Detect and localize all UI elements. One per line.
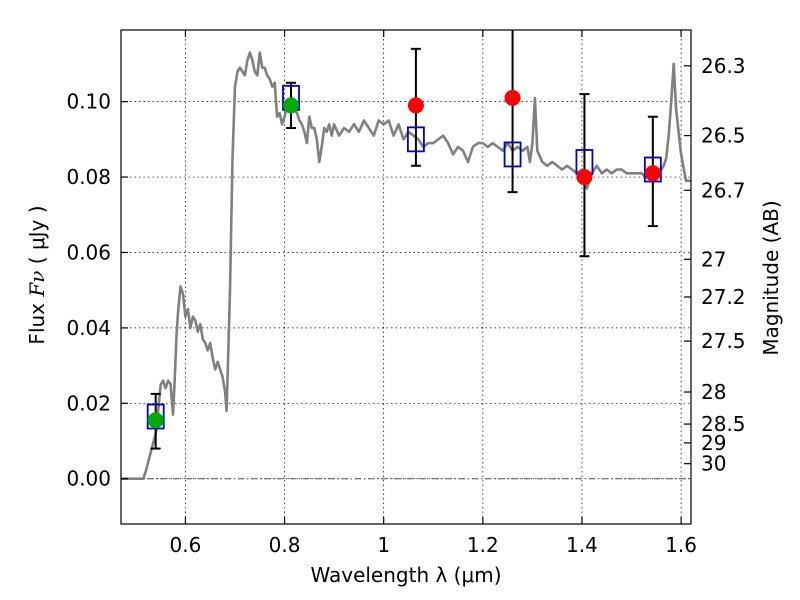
y-axis-label: Flux Fν ( μJy ) bbox=[25, 205, 49, 344]
x-tick-label: 1.6 bbox=[665, 533, 697, 557]
right-tick-label: 26.5 bbox=[701, 124, 746, 148]
right-tick-label: 29 bbox=[701, 431, 726, 455]
right-axis-label: Magnitude (AB) bbox=[759, 200, 783, 355]
detection-point bbox=[283, 97, 300, 114]
right-tick-label: 27 bbox=[701, 247, 726, 271]
y-axis-label-symbol: Fν bbox=[25, 271, 49, 298]
model-photometry-square bbox=[503, 141, 522, 168]
y-axis-label-unit: ( μJy ) bbox=[25, 205, 49, 270]
measurement-point bbox=[644, 165, 661, 182]
right-tick-label: 28 bbox=[701, 380, 726, 404]
grid bbox=[121, 30, 691, 524]
model-photometry-square bbox=[643, 156, 662, 183]
right-tick-label: 27.2 bbox=[701, 285, 746, 309]
axis-ticks: 0.6 0.8 1 1.2 1.4 1.6 0.00 0.02 0.04 0.06 0.08 0.10… bbox=[66, 30, 746, 557]
x-tick-label: 1.2 bbox=[467, 533, 499, 557]
y-axis-label-prefix: Flux bbox=[25, 297, 49, 345]
x-tick-label: 0.6 bbox=[170, 533, 202, 557]
model-photometry-square bbox=[146, 403, 165, 430]
detection-point bbox=[147, 412, 164, 429]
y-tick-label: 0.02 bbox=[66, 391, 111, 415]
right-tick-label: 27.5 bbox=[701, 329, 746, 353]
model-photometry-square bbox=[407, 126, 425, 153]
x-tick-label: 1 bbox=[377, 533, 390, 557]
x-axis-label: Wavelength λ (μm) bbox=[310, 563, 501, 587]
measurement-point bbox=[504, 89, 521, 106]
right-tick-label: 30 bbox=[701, 452, 726, 476]
y-tick-label: 0.04 bbox=[66, 316, 111, 340]
x-tick-label: 1.4 bbox=[566, 533, 598, 557]
data-points bbox=[146, 84, 662, 430]
measurement-point bbox=[407, 97, 424, 114]
plot-frame bbox=[120, 29, 692, 525]
y-tick-label: 0.10 bbox=[66, 90, 111, 114]
y-tick-label: 0.08 bbox=[66, 165, 111, 189]
measurement-point bbox=[576, 169, 593, 186]
y-tick-label: 0.00 bbox=[66, 467, 111, 491]
right-tick-label: 26.3 bbox=[701, 54, 746, 78]
x-tick-label: 0.8 bbox=[269, 533, 301, 557]
right-tick-label: 28.5 bbox=[701, 412, 746, 436]
y-tick-label: 0.06 bbox=[66, 240, 111, 264]
right-tick-label: 26.7 bbox=[701, 178, 746, 202]
model-spectrum-line bbox=[121, 51, 691, 481]
